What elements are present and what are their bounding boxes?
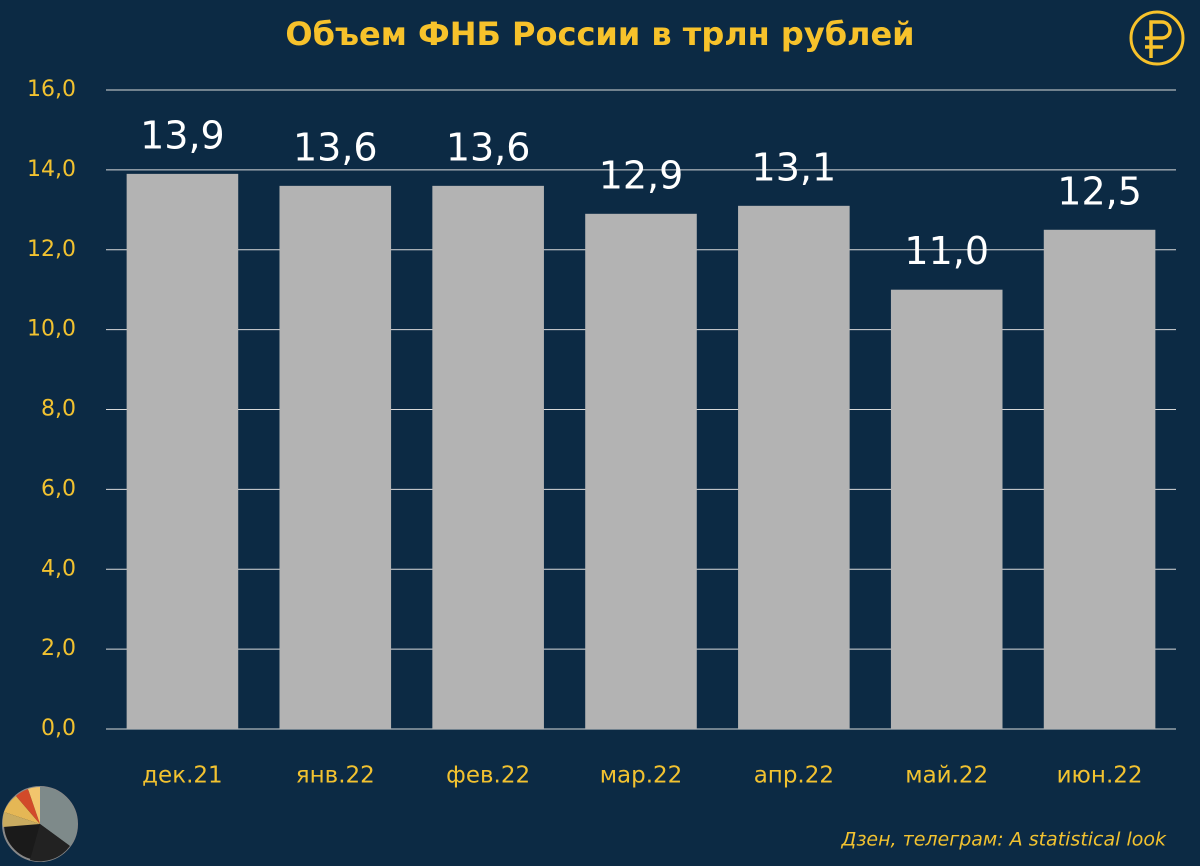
y-tick-label: 6,0 [41, 476, 76, 501]
data-label: 11,0 [904, 229, 989, 273]
y-tick-label: 10,0 [27, 317, 76, 342]
source: Дзен, телеграм: A statistical look [840, 829, 1167, 851]
x-tick-label: янв.22 [296, 763, 375, 789]
y-tick-label: 4,0 [41, 556, 76, 581]
bar [1043, 229, 1156, 729]
bar [738, 205, 850, 730]
y-tick-label: 14,0 [27, 157, 76, 182]
y-tick-label: 8,0 [41, 397, 76, 422]
bar [126, 173, 239, 729]
data-label: 13,6 [446, 125, 531, 169]
bar [279, 185, 392, 730]
data-label: 13,9 [140, 113, 225, 157]
data-label: 13,6 [293, 125, 378, 169]
x-tick-label: июн.22 [1057, 763, 1143, 789]
x-tick-label: мар.22 [600, 763, 683, 789]
ruble-logo [1129, 10, 1185, 66]
bar [890, 289, 1003, 729]
x-tick-label: фев.22 [446, 763, 530, 789]
data-label: 13,1 [752, 145, 837, 189]
bar [432, 185, 544, 730]
data-label: 12,9 [599, 153, 684, 197]
y-tick-label: 2,0 [41, 636, 76, 661]
x-tick-label: май.22 [905, 763, 988, 789]
y-tick-label: 12,0 [27, 237, 76, 262]
bar [585, 213, 697, 729]
x-tick-label: апр.22 [754, 763, 834, 789]
y-tick-label: 16,0 [27, 77, 76, 102]
data-label: 12,5 [1057, 169, 1142, 213]
y-tick-label: 0,0 [41, 716, 76, 741]
chart-title: Объем ФНБ России в трлн рублей [285, 15, 914, 53]
x-tick-label: дек.21 [142, 763, 223, 789]
pie-logo [2, 786, 78, 862]
